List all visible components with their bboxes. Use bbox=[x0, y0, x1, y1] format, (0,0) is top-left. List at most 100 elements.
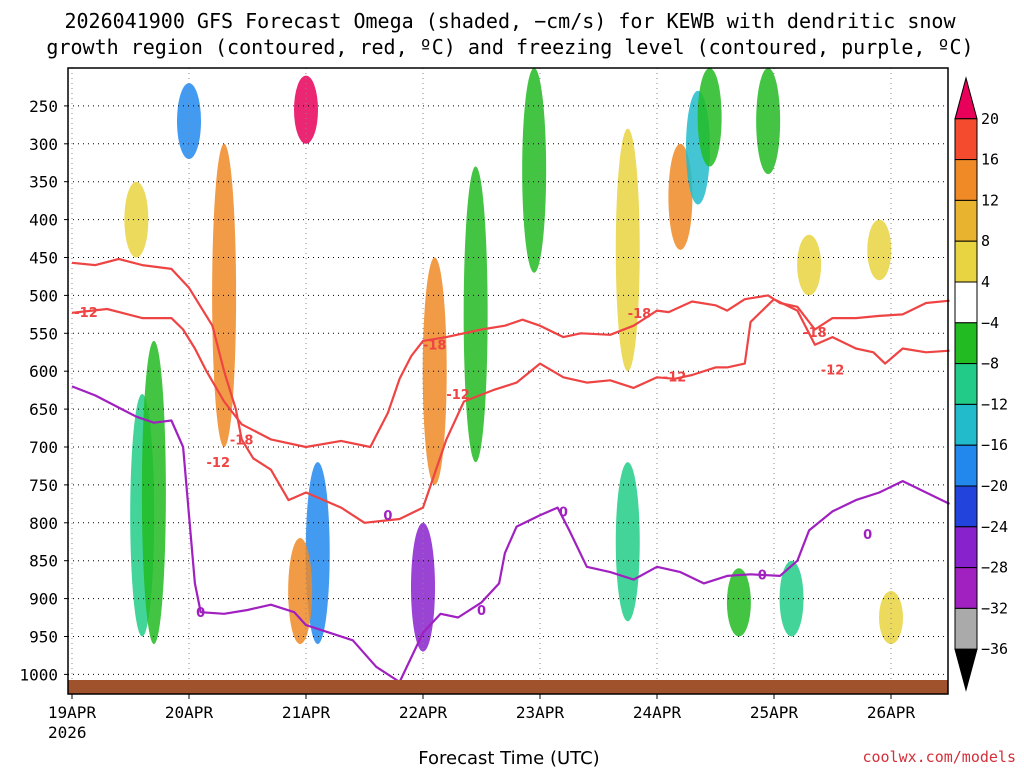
colorbar: 20 16 12 8 4 −4 −8 −12 −16 −20 −24 −28 −32 −36 bbox=[954, 76, 1008, 692]
contour-layer bbox=[71, 257, 950, 684]
grid-layer bbox=[68, 68, 948, 694]
contour-label-1: -18 bbox=[230, 433, 254, 448]
colorbar-label-1: 16 bbox=[981, 151, 999, 169]
contour-label-10: 0 bbox=[383, 509, 392, 524]
omega-shade-cell-22 bbox=[879, 591, 903, 645]
colorbar-segment-9 bbox=[954, 444, 978, 487]
colorbar-segment-7 bbox=[954, 363, 978, 405]
omega-shade-cell-7 bbox=[288, 537, 313, 645]
credit-text: coolwx.com/models bbox=[862, 748, 1016, 766]
chart-title-line-1: 2026041900 GFS Forecast Omega (shaded, −… bbox=[64, 9, 956, 33]
x-tick-label-20APR: 20APR bbox=[165, 703, 214, 722]
colorbar-label-2: 12 bbox=[981, 191, 999, 209]
colorbar-label-10: −24 bbox=[981, 518, 1008, 536]
contour-label-5: -18 bbox=[628, 307, 652, 322]
omega-shade-cell-9 bbox=[463, 166, 488, 463]
omega-shade-cell-20 bbox=[726, 568, 751, 637]
contour-label-0: -12 bbox=[74, 306, 98, 321]
omega-shade-cell-8 bbox=[422, 257, 447, 485]
x-tick-label-25APR: 25APR bbox=[750, 703, 799, 722]
omega-shade-cell-21 bbox=[779, 560, 804, 637]
contour-series-0 bbox=[71, 257, 950, 524]
colorbar-segment-4 bbox=[954, 240, 978, 283]
contour-series-2 bbox=[71, 385, 950, 684]
colorbar-label-13: −36 bbox=[981, 640, 1008, 658]
x-axis-title: Forecast Time (UTC) bbox=[418, 748, 599, 768]
omega-shade-cell-11 bbox=[522, 68, 547, 273]
contour-label-14: 0 bbox=[863, 528, 872, 543]
y-tick-label-550: 550 bbox=[29, 324, 58, 343]
y-tick-label-800: 800 bbox=[29, 514, 58, 533]
colorbar-segment-12 bbox=[954, 567, 978, 609]
y-tick-label-950: 950 bbox=[29, 628, 58, 647]
colorbar-segment-3 bbox=[954, 199, 978, 242]
contour-label-6: -12 bbox=[663, 371, 687, 386]
y-tick-label-450: 450 bbox=[29, 249, 58, 268]
colorbar-label-11: −28 bbox=[981, 559, 1008, 577]
contour-series-1 bbox=[71, 294, 950, 449]
x-tick-label-19APR: 19APR bbox=[48, 703, 97, 722]
omega-shade-cell-19 bbox=[615, 462, 640, 622]
omega-shading-layer bbox=[124, 68, 903, 652]
omega-shade-cell-17 bbox=[797, 234, 822, 296]
y-tick-label-400: 400 bbox=[29, 211, 58, 230]
x-tick-label-26APR: 26APR bbox=[867, 703, 916, 722]
x-axis: 19APR 20APR 21APR 22APR 23APR 24APR 25APR 26APR bbox=[48, 694, 916, 722]
colorbar-segment-14 bbox=[954, 648, 978, 692]
colorbar-label-12: −32 bbox=[981, 599, 1008, 617]
colorbar-segment-10 bbox=[954, 485, 978, 528]
colorbar-segment-2 bbox=[954, 159, 978, 201]
colorbar-label-7: −12 bbox=[981, 395, 1008, 413]
colorbar-segment-5 bbox=[954, 281, 978, 324]
ground-surface-band bbox=[68, 680, 948, 694]
y-axis: 250 300 350 400 450 500 550 600 650 700 750 800 850 9… bbox=[19, 97, 68, 684]
x-tick-label-23APR: 23APR bbox=[516, 703, 565, 722]
colorbar-label-6: −8 bbox=[981, 355, 999, 373]
plot-area: -12 -18 -12 -18 -12 -18 -12 -18 -12 0 0 0 0 0 0 bbox=[67, 67, 950, 695]
y-tick-label-500: 500 bbox=[29, 286, 58, 305]
omega-shade-cell-3 bbox=[177, 83, 201, 159]
colorbar-label-0: 20 bbox=[981, 110, 999, 128]
x-tick-label-21APR: 21APR bbox=[282, 703, 331, 722]
omega-shade-cell-15 bbox=[697, 68, 722, 167]
colorbar-label-4: 4 bbox=[981, 273, 990, 291]
y-tick-label-1000: 1000 bbox=[19, 665, 58, 684]
omega-shade-cell-1 bbox=[141, 340, 166, 645]
contour-label-7: -18 bbox=[803, 326, 827, 341]
x-tick-label-22APR: 22APR bbox=[399, 703, 448, 722]
colorbar-label-5: −4 bbox=[981, 314, 999, 332]
contour-label-4: -12 bbox=[446, 388, 470, 403]
omega-shade-cell-2 bbox=[124, 181, 149, 258]
contour-label-layer: -12 -18 -12 -18 -12 -18 -12 -18 -12 0 0 0 0 0 0 bbox=[74, 306, 872, 621]
colorbar-segment-11 bbox=[954, 526, 978, 569]
y-tick-label-600: 600 bbox=[29, 362, 58, 381]
colorbar-segment-6 bbox=[954, 322, 978, 365]
y-tick-label-650: 650 bbox=[29, 400, 58, 419]
y-tick-label-900: 900 bbox=[29, 590, 58, 609]
contour-label-2: -12 bbox=[207, 456, 231, 471]
omega-shade-cell-16 bbox=[756, 68, 781, 175]
colorbar-label-9: −20 bbox=[981, 477, 1008, 495]
omega-shade-cell-10 bbox=[411, 522, 435, 652]
chart-title-line-2: growth region (contoured, red, ºC) and f… bbox=[46, 35, 973, 59]
omega-shade-cell-13 bbox=[668, 143, 693, 250]
colorbar-segment-1 bbox=[954, 118, 978, 161]
y-tick-label-250: 250 bbox=[29, 97, 58, 116]
colorbar-segment-0 bbox=[954, 76, 978, 120]
y-tick-label-850: 850 bbox=[29, 552, 58, 571]
omega-shade-cell-12 bbox=[615, 128, 640, 372]
plot-frame bbox=[67, 67, 949, 695]
contour-label-13: 0 bbox=[758, 568, 767, 583]
contour-label-9: 0 bbox=[196, 606, 205, 621]
omega-shade-cell-5 bbox=[294, 75, 318, 144]
omega-shade-cell-18 bbox=[867, 219, 892, 281]
y-tick-label-300: 300 bbox=[29, 135, 58, 154]
y-tick-label-350: 350 bbox=[29, 173, 58, 192]
contour-label-8: -12 bbox=[821, 364, 845, 379]
colorbar-label-8: −16 bbox=[981, 436, 1008, 454]
colorbar-segment-13 bbox=[954, 607, 978, 650]
x-tick-label-24APR: 24APR bbox=[633, 703, 682, 722]
contour-label-11: 0 bbox=[477, 604, 486, 619]
y-tick-label-700: 700 bbox=[29, 438, 58, 457]
